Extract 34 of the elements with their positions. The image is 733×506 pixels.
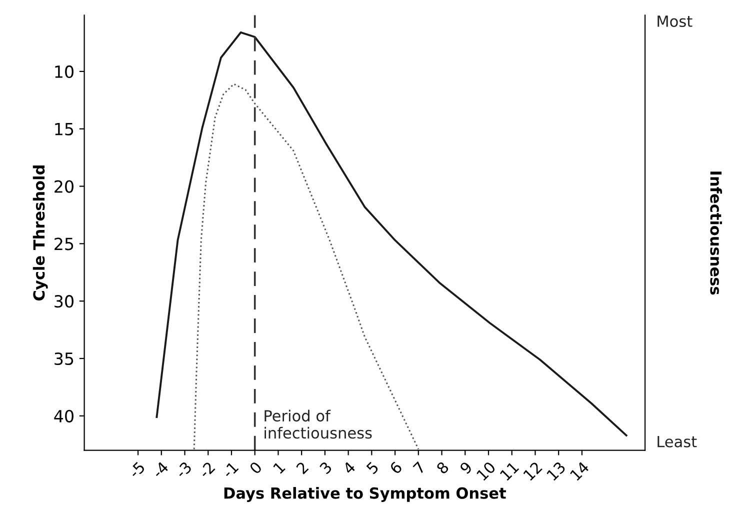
y-tick-label: 10 <box>55 65 74 78</box>
x-tick-label: 1 <box>272 461 286 474</box>
y-tick-label: 35 <box>54 352 74 366</box>
x-tick-label: 3 <box>319 461 332 474</box>
y-tick-label: 15 <box>55 123 74 136</box>
text: Most <box>658 16 692 28</box>
x-tick-label: 10 <box>476 460 496 481</box>
y2-axis-title: Infectiousness <box>710 172 722 295</box>
x-tick-label: -4 <box>151 461 169 479</box>
x-tick-label: 5 <box>366 461 380 474</box>
x-tick-label: 12 <box>522 461 542 481</box>
x-tick-label: -1 <box>222 461 239 479</box>
y-tick-label: 20 <box>54 180 74 193</box>
line-series <box>193 83 420 450</box>
y-tick-label: 40 <box>54 410 74 422</box>
x-tick-label: 0 <box>248 460 262 475</box>
x-tick-label: -5 <box>128 461 146 479</box>
text: Least <box>658 436 697 448</box>
x-tick-label: 2 <box>296 461 309 474</box>
x-tick-label: 6 <box>389 460 403 475</box>
x-tick-label: -3 <box>174 461 192 479</box>
x-tick-label: 14 <box>570 461 590 481</box>
y-tick-label: 30 <box>54 295 74 308</box>
ref-line-label: Period of infectiousness <box>264 410 372 439</box>
x-tick-label: -2 <box>198 461 216 479</box>
x-tick-label: 7 <box>412 461 426 474</box>
x-tick-label: 4 <box>342 461 356 475</box>
y-tick-label: 25 <box>54 238 74 250</box>
x-tick-label: 11 <box>500 461 520 481</box>
x-tick-label: 9 <box>459 461 473 475</box>
x-tick-label: 13 <box>546 461 566 481</box>
x-tick-label: 8 <box>436 460 450 475</box>
x-axis-title: Days Relative to Symptom Onset <box>224 487 506 502</box>
y-axis-title: Cycle Threshold <box>32 166 48 300</box>
